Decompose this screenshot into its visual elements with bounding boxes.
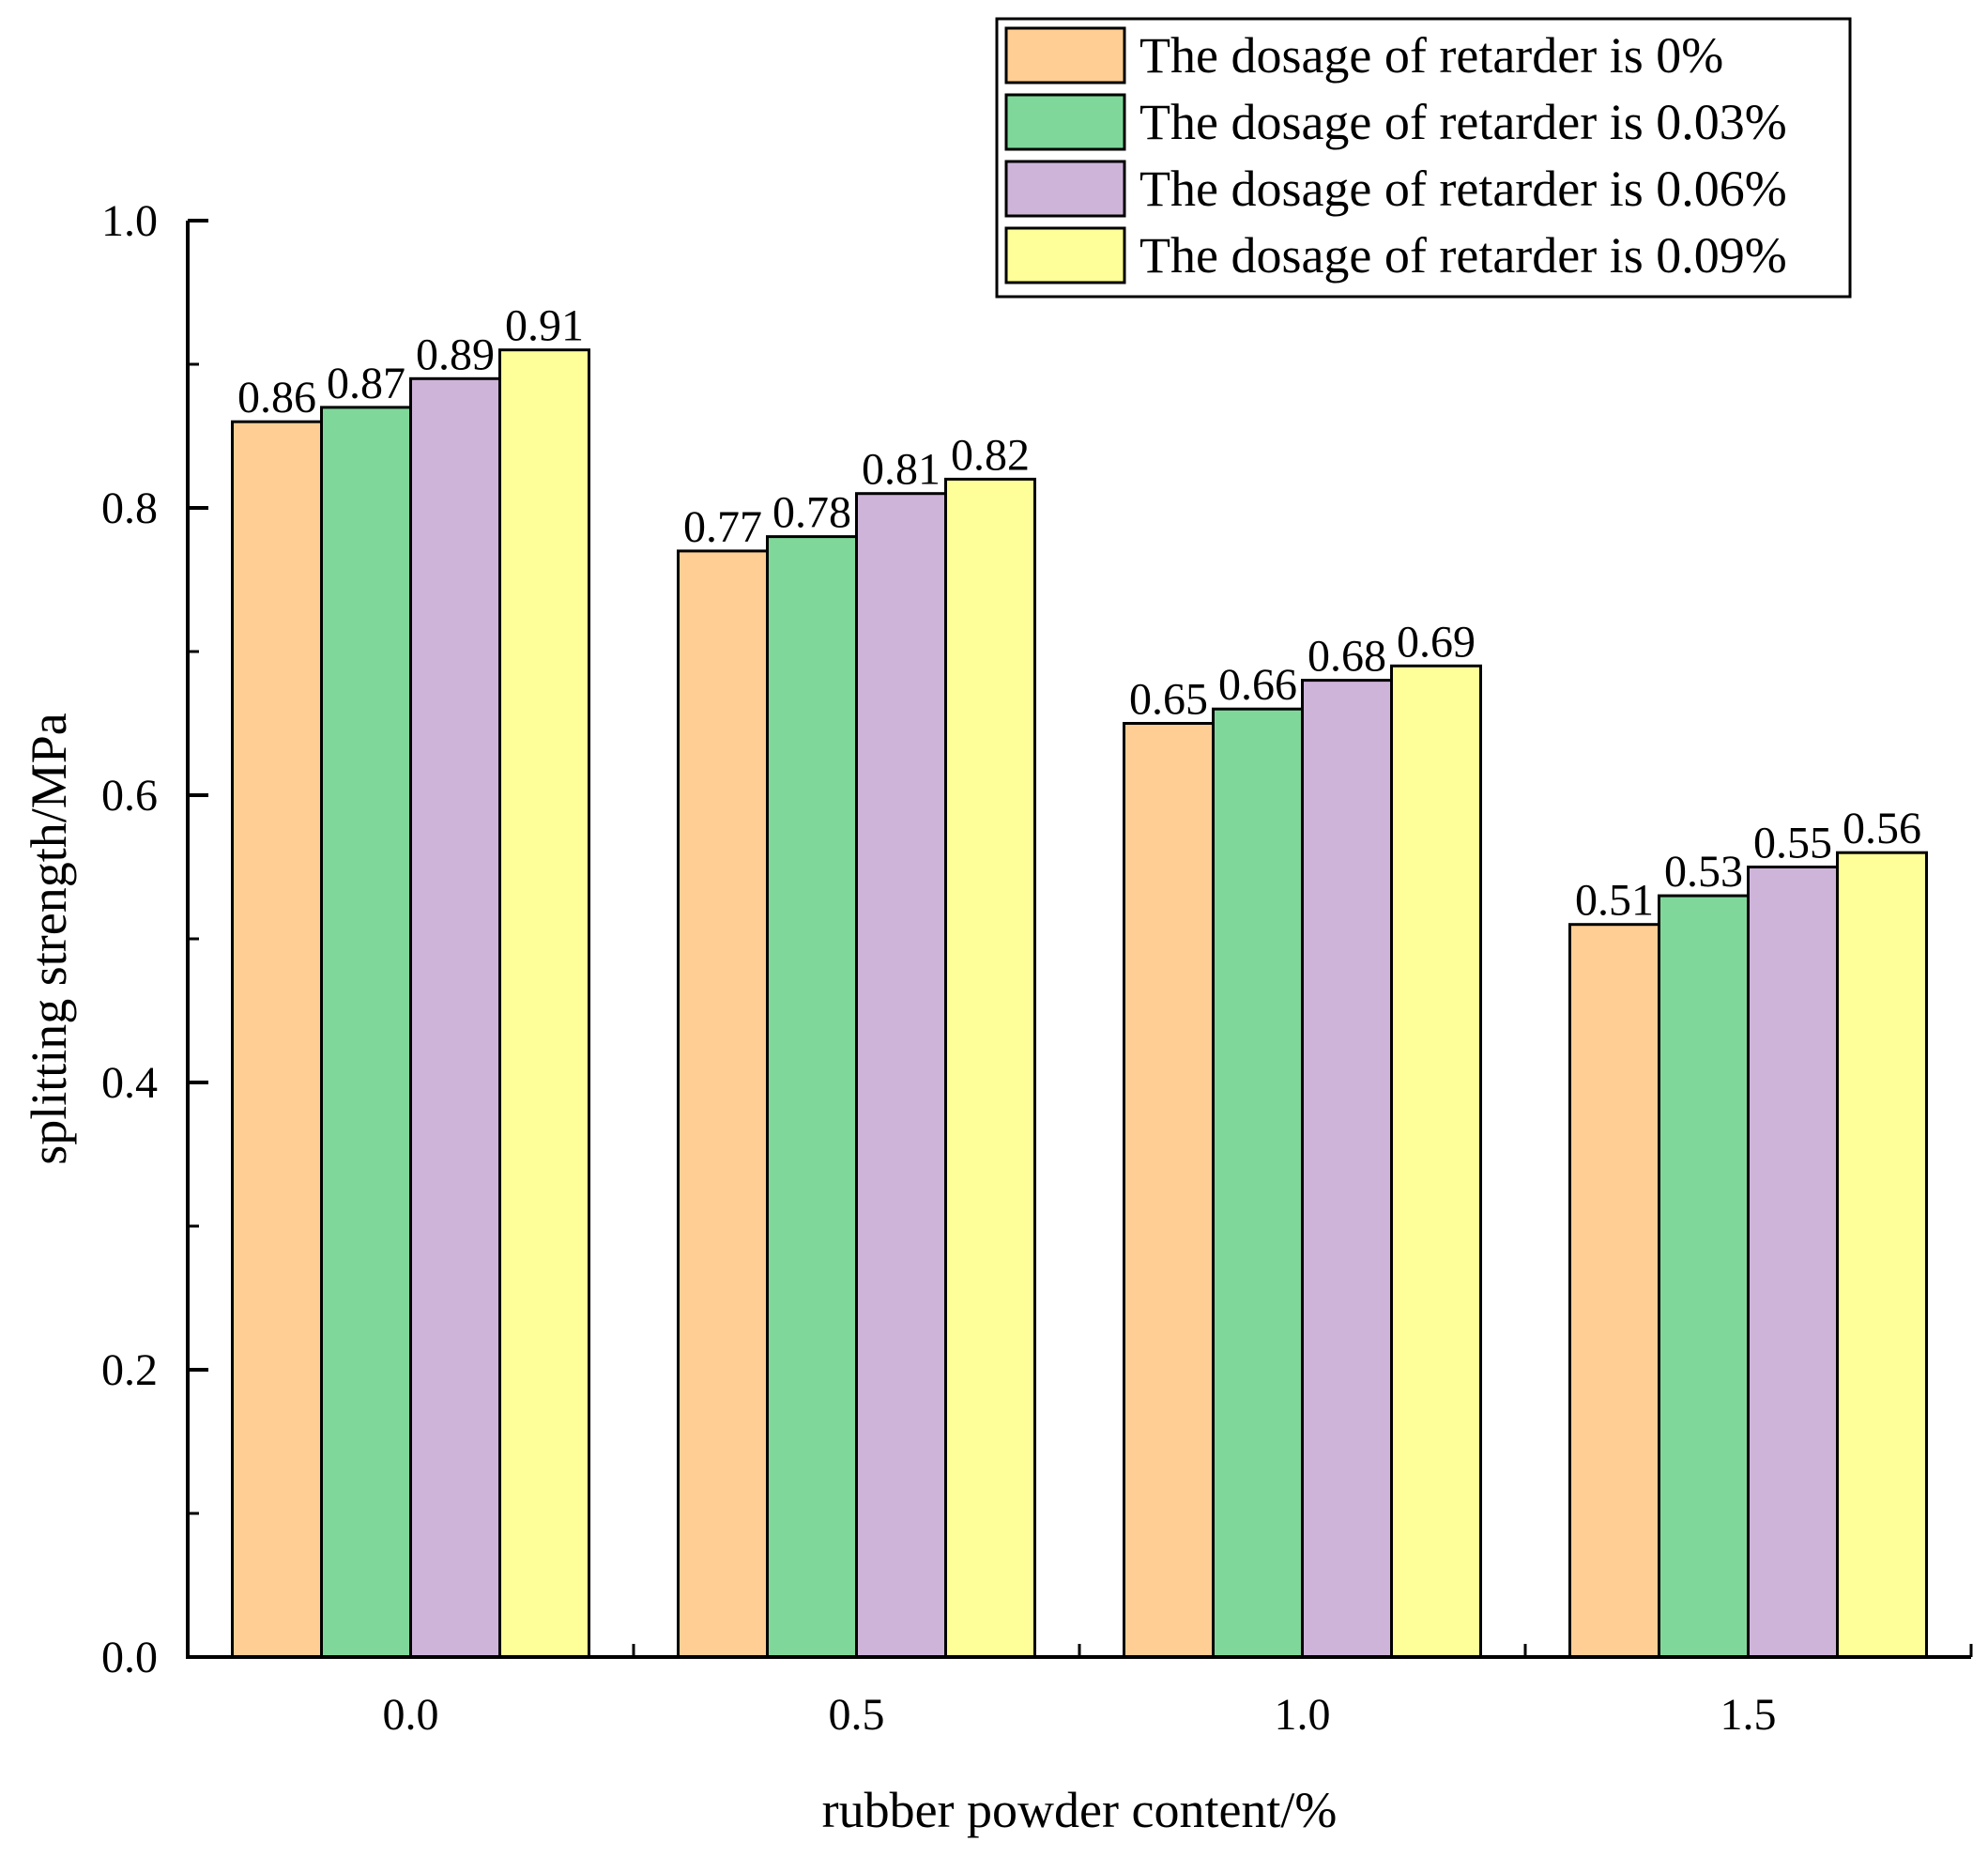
bar-groups: [231, 348, 1928, 1659]
data-label: 0.89: [416, 330, 495, 379]
data-labels: 0.86 0.870.890.91 0.77 0.780.81 0.82 0.65 0.66…: [237, 301, 1921, 926]
bar: [1123, 722, 1215, 1659]
legend: The dosage of retarder is 0% The dosage o…: [995, 17, 1852, 299]
y-tick-label: 0.8: [101, 483, 158, 533]
bar: [498, 348, 590, 1659]
x-tick-label: 1.5: [1720, 1690, 1777, 1740]
data-label: 0.66: [1218, 660, 1297, 710]
y-tick-label: 0.0: [101, 1633, 158, 1682]
x-tick-label: 0.0: [383, 1690, 439, 1740]
bar: [1658, 894, 1750, 1659]
data-label: 0.65: [1129, 675, 1208, 725]
bar: [1390, 664, 1482, 1659]
data-label: 0.69: [1397, 617, 1476, 667]
bar: [1212, 707, 1304, 1659]
legend-label: The dosage of retarder is 0.06%: [1139, 161, 1787, 217]
bar: [677, 549, 769, 1659]
y-tick-label: 1.0: [101, 196, 158, 246]
legend-swatch: [1004, 226, 1126, 284]
legend-swatch: [1004, 26, 1126, 84]
legend-label: The dosage of retarder is 0.09%: [1139, 227, 1787, 284]
data-label: 0.56: [1843, 804, 1921, 853]
legend-swatch: [1004, 93, 1126, 151]
bar: [1836, 851, 1928, 1659]
bar: [231, 420, 323, 1659]
y-axis-title: splitting strength/MPa: [21, 713, 77, 1165]
y-tick-label: 0.4: [101, 1058, 158, 1108]
bar: [409, 376, 501, 1659]
data-label: 0.82: [951, 430, 1030, 480]
data-label: 0.77: [683, 502, 762, 552]
x-tick-label: 1.0: [1275, 1690, 1331, 1740]
bar: [320, 406, 412, 1659]
bar: [1747, 866, 1839, 1659]
data-label: 0.87: [327, 359, 405, 408]
legend-swatch: [1004, 160, 1126, 218]
y-ticks: 0.0 0.2 0.4 0.6 0.8 1.0: [101, 196, 208, 1682]
data-label: 0.81: [862, 445, 940, 495]
data-label: 0.78: [772, 488, 851, 538]
bar: [1568, 923, 1660, 1659]
bar: [855, 492, 947, 1659]
data-label: 0.55: [1753, 819, 1832, 868]
x-tick-label: 0.5: [829, 1690, 885, 1740]
bar: [944, 477, 1036, 1659]
data-label: 0.51: [1575, 876, 1654, 926]
legend-box: [995, 17, 1852, 299]
x-axis-title: rubber powder content/%: [822, 1782, 1338, 1838]
data-label: 0.68: [1307, 632, 1386, 682]
y-tick-label: 0.6: [101, 771, 158, 821]
legend-label: The dosage of retarder is 0.03%: [1139, 94, 1787, 150]
data-label: 0.53: [1664, 847, 1743, 897]
x-ticks: 0.0 0.5 1.0 1.5: [383, 1644, 1973, 1740]
data-label: 0.86: [237, 373, 316, 422]
data-label: 0.91: [505, 301, 584, 351]
y-tick-label: 0.2: [101, 1345, 158, 1395]
bar: [1301, 679, 1393, 1659]
legend-label: The dosage of retarder is 0%: [1139, 27, 1723, 84]
bar: [766, 535, 858, 1659]
